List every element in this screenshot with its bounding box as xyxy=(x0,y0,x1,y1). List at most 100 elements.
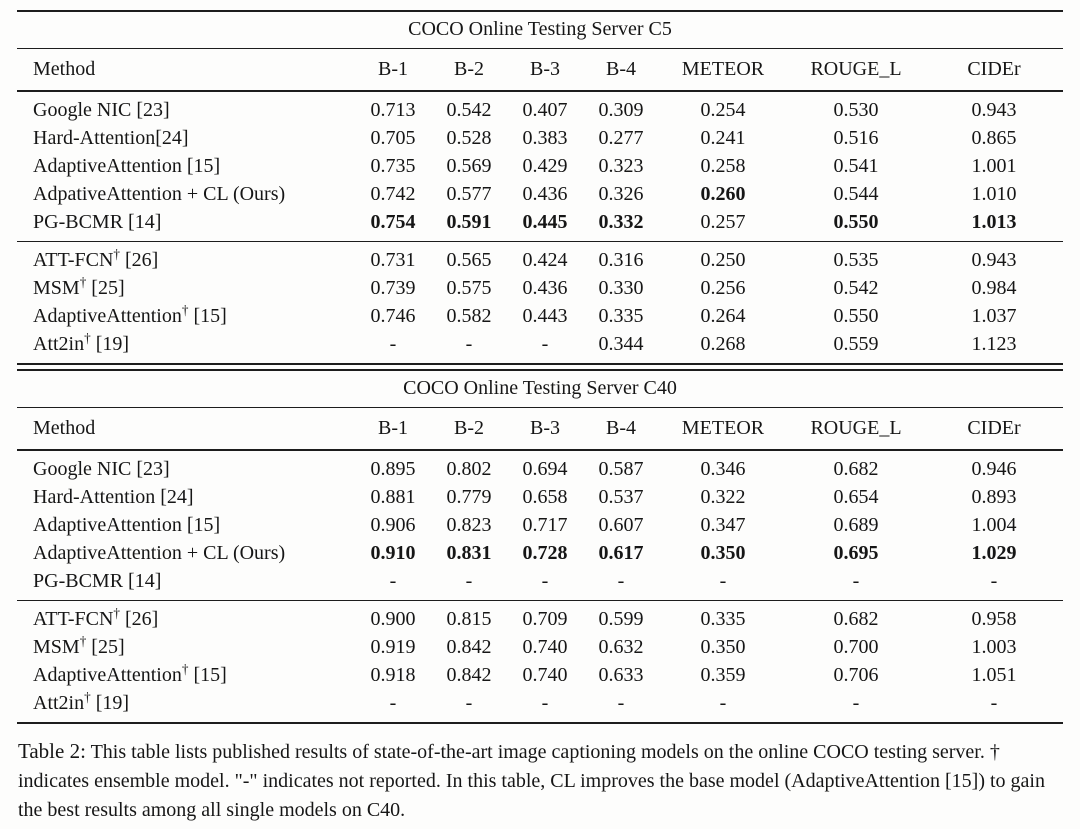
column-header: METEOR xyxy=(659,49,787,92)
value-cell: 0.260 xyxy=(700,183,746,205)
value-cell: 0.713 xyxy=(370,99,416,121)
value-cell: 0.740 xyxy=(522,664,568,686)
value-cell: - xyxy=(541,570,549,592)
column-header: B-1 xyxy=(355,408,431,451)
table-row: AdaptiveAttention + CL (Ours) 0.910 0.831 0… xyxy=(17,539,1063,567)
table-row: ATT-FCN† [26] 0.900 0.815 0.709 0.599 0.335 0.… xyxy=(17,601,1063,634)
value-cell: 0.335 xyxy=(598,305,644,327)
ensemble-models-section: ATT-FCN† [26] 0.731 0.565 0.424 0.316 0.250 0.… xyxy=(17,241,1063,364)
value-cell: 0.802 xyxy=(446,458,492,480)
value-cell: 0.323 xyxy=(598,155,644,177)
method-cell: AdpativeAttention + CL (Ours) xyxy=(33,183,286,205)
value-cell: 0.706 xyxy=(833,664,879,686)
table-title: COCO Online Testing Server C40 xyxy=(17,371,1063,408)
value-cell: - xyxy=(389,570,397,592)
table-row: MSM† [25] 0.739 0.575 0.436 0.330 0.256 0.542 0… xyxy=(17,274,1063,302)
value-cell: - xyxy=(852,570,860,592)
value-cell: 0.823 xyxy=(446,514,492,536)
value-cell: 0.335 xyxy=(700,608,746,630)
value-cell: 0.705 xyxy=(370,127,416,149)
value-cell: 0.754 xyxy=(370,211,416,233)
value-cell: 0.746 xyxy=(370,305,416,327)
header-row: Method B-1 B-2 B-3 B-4 METEOR ROUGE_L CIDEr xyxy=(17,408,1063,451)
table-row: AdaptiveAttention† [15] 0.746 0.582 0.443 0.… xyxy=(17,302,1063,330)
column-header: Method xyxy=(17,49,355,92)
value-cell: 0.591 xyxy=(446,211,492,233)
value-cell: 0.632 xyxy=(598,636,644,658)
value-cell: 0.910 xyxy=(370,542,416,564)
value-cell: - xyxy=(465,692,473,714)
method-cell: MSM† [25] xyxy=(33,633,125,658)
value-cell: 0.332 xyxy=(598,211,644,233)
value-cell: 0.919 xyxy=(370,636,416,658)
value-cell: 0.654 xyxy=(833,486,879,508)
table-row: ATT-FCN† [26] 0.731 0.565 0.424 0.316 0.250 0.… xyxy=(17,242,1063,275)
value-cell: 0.735 xyxy=(370,155,416,177)
table-row: Google NIC [23] 0.895 0.802 0.694 0.587 0.346… xyxy=(17,450,1063,483)
column-header: ROUGE_L xyxy=(787,408,925,451)
method-cell: AdaptiveAttention + CL (Ours) xyxy=(33,542,286,564)
method-cell: AdaptiveAttention† [15] xyxy=(33,302,227,327)
dagger-mark: † xyxy=(79,274,87,290)
results-grid: Method B-1 B-2 B-3 B-4 METEOR ROUGE_L CIDEr Goog… xyxy=(17,408,1063,722)
column-header: B-3 xyxy=(507,49,583,92)
table-row: PG-BCMR [14] - - - - - - - xyxy=(17,567,1063,601)
value-cell: 0.617 xyxy=(598,542,644,564)
column-header: B-1 xyxy=(355,49,431,92)
value-cell: 0.958 xyxy=(971,608,1017,630)
value-cell: 0.309 xyxy=(598,99,644,121)
value-cell: - xyxy=(990,570,998,592)
value-cell: 0.359 xyxy=(700,664,746,686)
dagger-mark: † xyxy=(181,661,189,677)
value-cell: 0.717 xyxy=(522,514,568,536)
column-header: Method xyxy=(17,408,355,451)
dagger-mark: † xyxy=(84,330,91,346)
method-cell: MSM† [25] xyxy=(33,274,125,299)
value-cell: 0.350 xyxy=(700,636,746,658)
value-cell: 0.575 xyxy=(446,277,492,299)
value-cell: 0.682 xyxy=(833,608,879,630)
value-cell: 0.943 xyxy=(971,249,1017,271)
value-cell: - xyxy=(465,570,473,592)
dagger-mark: † xyxy=(181,302,189,318)
method-cell: ATT-FCN† [26] xyxy=(33,605,159,630)
table-row: AdaptiveAttention† [15] 0.918 0.842 0.740 0.… xyxy=(17,661,1063,689)
dagger-mark: † xyxy=(79,633,87,649)
table-title: COCO Online Testing Server C5 xyxy=(17,12,1063,49)
value-cell: 0.550 xyxy=(833,211,879,233)
table-row: AdaptiveAttention [15] 0.906 0.823 0.717 0.6… xyxy=(17,511,1063,539)
value-cell: - xyxy=(389,692,397,714)
value-cell: 0.689 xyxy=(833,514,879,536)
value-cell: 0.577 xyxy=(446,183,492,205)
value-cell: - xyxy=(465,333,473,355)
value-cell: 0.257 xyxy=(700,211,746,233)
value-cell: - xyxy=(719,692,727,714)
table-row: PG-BCMR [14] 0.754 0.591 0.445 0.332 0.257 0.5… xyxy=(17,208,1063,242)
value-cell: 0.541 xyxy=(833,155,879,177)
value-cell: 1.029 xyxy=(971,542,1017,564)
table-row: Hard-Attention[24] 0.705 0.528 0.383 0.277 0.… xyxy=(17,124,1063,152)
value-cell: 0.728 xyxy=(522,542,568,564)
value-cell: 0.436 xyxy=(522,183,568,205)
method-cell: PG-BCMR [14] xyxy=(33,570,162,592)
dagger-mark: † xyxy=(84,689,91,705)
value-cell: 0.658 xyxy=(522,486,568,508)
value-cell: - xyxy=(617,570,625,592)
value-cell: 0.322 xyxy=(700,486,746,508)
column-header: B-4 xyxy=(583,408,659,451)
value-cell: 0.893 xyxy=(971,486,1017,508)
value-cell: 0.550 xyxy=(833,305,879,327)
value-cell: 1.001 xyxy=(971,155,1017,177)
value-cell: - xyxy=(719,570,727,592)
table-row: AdpativeAttention + CL (Ours) 0.742 0.577 0… xyxy=(17,180,1063,208)
column-header: CIDEr xyxy=(925,49,1063,92)
value-cell: 0.740 xyxy=(522,636,568,658)
value-cell: 0.731 xyxy=(370,249,416,271)
value-cell: 0.559 xyxy=(833,333,879,355)
value-cell: 0.445 xyxy=(522,211,568,233)
value-cell: 0.943 xyxy=(971,99,1017,121)
tables-container: COCO Online Testing Server C5 Method B-1 B-… xyxy=(17,10,1063,724)
method-cell: Att2in† [19] xyxy=(33,689,130,714)
value-cell: 0.881 xyxy=(370,486,416,508)
